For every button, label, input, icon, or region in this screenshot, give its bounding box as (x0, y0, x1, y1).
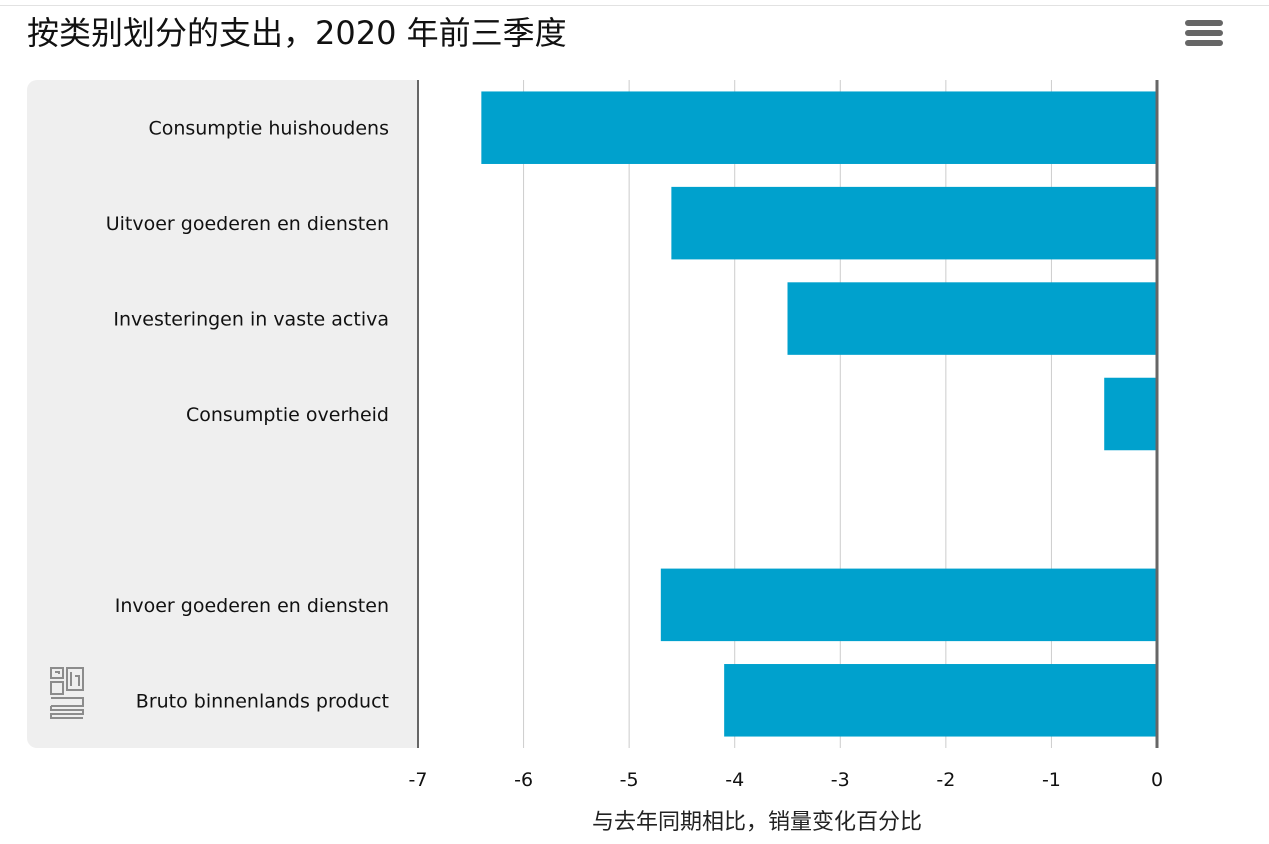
chart-title: 按类别划分的支出，2020 年前三季度 (27, 14, 567, 52)
category-label: Uitvoer goederen en diensten (106, 213, 389, 235)
category-label: Consumptie overheid (186, 404, 389, 426)
hamburger-menu-icon[interactable] (1185, 20, 1223, 48)
bar (481, 91, 1157, 164)
category-label: Invoer goederen en diensten (115, 595, 389, 617)
bar (1104, 377, 1157, 451)
x-tick-label: -6 (514, 769, 533, 791)
top-rule (0, 5, 1269, 6)
x-tick-label: -2 (936, 769, 955, 791)
x-tick-label: 0 (1151, 769, 1163, 791)
bar (671, 186, 1157, 260)
bar (724, 664, 1157, 737)
category-label-panel (27, 80, 417, 748)
category-label: Investeringen in vaste activa (113, 309, 389, 331)
x-tick-label: -5 (620, 769, 639, 791)
cbs-logo-icon (50, 667, 84, 719)
x-axis-title: 与去年同期相比，销量变化百分比 (592, 810, 923, 835)
bar (660, 568, 1157, 642)
x-tick-label: -7 (409, 769, 428, 791)
category-label: Consumptie huishoudens (148, 118, 389, 140)
x-tick-label: -3 (831, 769, 850, 791)
category-label: Bruto binnenlands product (136, 690, 389, 712)
bar (787, 282, 1157, 355)
x-tick-label: -1 (1042, 769, 1061, 791)
x-tick-label: -4 (725, 769, 744, 791)
